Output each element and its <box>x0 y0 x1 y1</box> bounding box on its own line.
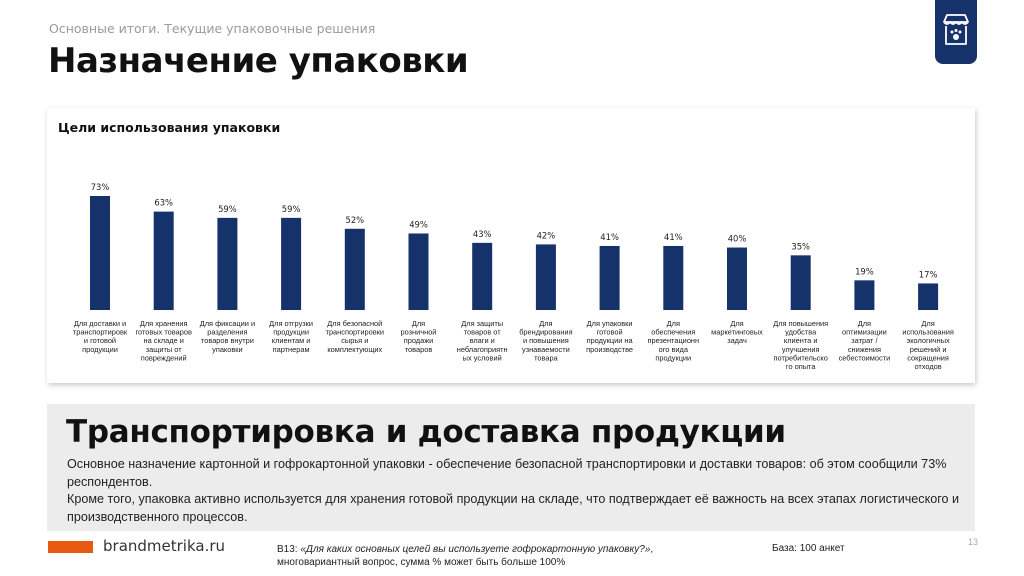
footer-base: База: 100 анкет <box>772 543 845 554</box>
summary-title: Транспортировка и доставка продукции <box>66 414 786 450</box>
category-label: Для фиксации и разделения товаров внутри уп… <box>200 319 255 354</box>
question-prefix: B13: <box>277 544 301 555</box>
category-label: Для оптимизации затрат / снижения себестоимо… <box>839 319 891 362</box>
bar <box>90 196 110 310</box>
data-label: 52% <box>345 215 364 225</box>
category-label: Для доставки и транспортировк и готовой про… <box>73 319 128 354</box>
data-label: 63% <box>154 198 173 208</box>
footer-accent-bar <box>48 541 93 553</box>
bar <box>472 242 493 310</box>
category-label: Для упаковки готовой продукции на производс… <box>586 319 633 354</box>
bar <box>790 255 811 310</box>
data-label: 41% <box>600 232 619 242</box>
breadcrumb: Основные итоги. Текущие упаковочные реше… <box>49 21 376 36</box>
bar <box>217 217 238 310</box>
bar <box>663 245 684 310</box>
data-label: 41% <box>664 232 683 242</box>
category-label: Для хранения готовых товаров на складе и за… <box>135 319 191 362</box>
data-label: 43% <box>473 229 492 239</box>
bar <box>727 247 747 310</box>
category-label: Для использования экологичных решений и сокр… <box>902 319 954 371</box>
bar <box>599 245 620 310</box>
data-label: 17% <box>919 269 938 279</box>
question-text: «Для каких основных целей вы используете… <box>300 544 651 555</box>
category-label: Для безопасной транспортировки сырья и комп… <box>326 319 384 354</box>
category-label: Для защиты товаров от влаги и неблагоприятн… <box>457 319 508 362</box>
summary-paragraph-2: Кроме того, упаковка активно используетс… <box>67 492 960 524</box>
data-label: 59% <box>218 204 237 214</box>
data-label: 73% <box>91 182 110 192</box>
bar <box>535 244 556 310</box>
category-label: Для отгрузки продукции клиентам и партнерам <box>269 319 313 354</box>
bar <box>281 217 302 310</box>
category-label: Для маркетинговых задач <box>711 319 763 345</box>
store-logo-icon <box>935 0 977 64</box>
summary-paragraph-1: Основное назначение картонной и гофрокар… <box>67 457 947 489</box>
bar <box>854 280 875 310</box>
bar-chart: 73% Для доставки и транспортировк и готовой… <box>73 182 954 371</box>
page-number: 13 <box>968 537 979 547</box>
data-label: 59% <box>282 204 301 214</box>
data-label: 42% <box>537 230 556 240</box>
category-label: Для розничной продажи товаров <box>401 319 437 354</box>
summary-panel: Транспортировка и доставка продукции Осн… <box>47 404 975 531</box>
chart-card: Цели использования упаковки 73% Для доста… <box>47 108 975 383</box>
footer-question: B13: «Для каких основных целей вы исполь… <box>277 543 717 569</box>
bar <box>344 228 365 310</box>
bar <box>918 283 939 310</box>
chart-title: Цели использования упаковки <box>58 120 281 135</box>
category-label: Для обеспечения презентационн ого вида проду… <box>647 319 699 362</box>
page-title: Назначение упаковки <box>48 41 469 81</box>
category-label: Для повышения удобства клиента и улучшения п… <box>773 319 828 371</box>
data-label: 19% <box>855 266 874 276</box>
question-note: , многовариантный вопрос, сумма % может … <box>277 544 654 568</box>
data-label: 40% <box>728 234 747 244</box>
category-label: Для брендирования и повышения узнаваемости т… <box>519 319 572 362</box>
bar <box>153 211 174 310</box>
footer-site-link[interactable]: brandmetrika.ru <box>103 537 226 555</box>
data-label: 49% <box>409 219 428 229</box>
data-label: 35% <box>791 241 810 251</box>
bar <box>408 233 429 310</box>
